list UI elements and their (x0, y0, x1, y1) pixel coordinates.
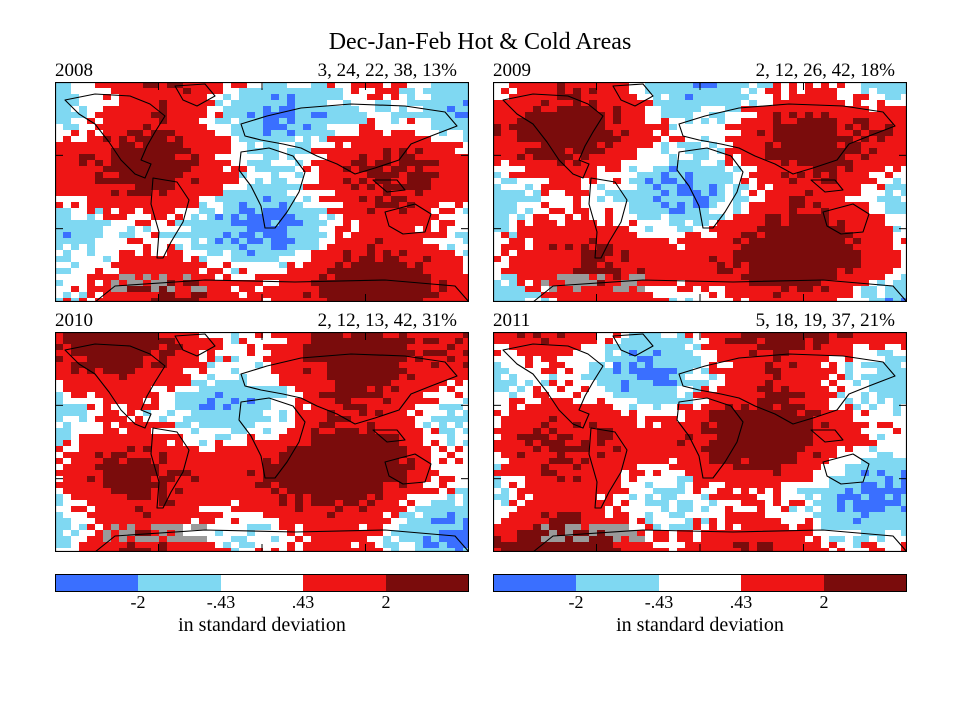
scale-tick: 2 (819, 592, 829, 612)
scale-swatch-warm (741, 575, 824, 591)
scale-swatch-very-warm (385, 575, 469, 591)
panel-percentages: 3, 24, 22, 38, 13% (317, 60, 457, 81)
panel-percentages: 2, 12, 13, 42, 31% (317, 310, 457, 331)
scale-swatch-normal (220, 575, 304, 591)
figure-title: Dec-Jan-Feb Hot & Cold Areas (328, 29, 632, 55)
scale-swatch-very-cold (56, 575, 139, 591)
panel-year: 2008 (55, 60, 93, 81)
scale-swatch-very-warm (823, 575, 907, 591)
scale-swatch-cold (138, 575, 221, 591)
color-scale-right: -2 -.43 .43 2 in standard deviation (493, 574, 907, 636)
panel-percentages: 5, 18, 19, 37, 21% (755, 310, 895, 331)
panel-year: 2010 (55, 310, 93, 331)
scale-tick: 2 (381, 592, 391, 612)
map-panel-2011: 2011 5, 18, 19, 37, 21% (493, 310, 907, 552)
color-scale-bar (493, 574, 907, 592)
scale-tick: .43 (291, 592, 315, 612)
scale-swatch-warm (303, 575, 386, 591)
panel-header: 2011 5, 18, 19, 37, 21% (493, 310, 907, 332)
map-panel-2008: 2008 3, 24, 22, 38, 13% (55, 60, 469, 302)
scale-tick: -.43 (206, 592, 236, 612)
color-scale-bar (55, 574, 469, 592)
scale-swatch-very-cold (494, 575, 577, 591)
anomaly-map (55, 82, 469, 302)
map-panel-2010: 2010 2, 12, 13, 42, 31% (55, 310, 469, 552)
color-scale-left: -2 -.43 .43 2 in standard deviation (55, 574, 469, 636)
scale-tick: -2 (130, 592, 146, 612)
anomaly-map (493, 332, 907, 552)
scale-unit-label: in standard deviation (616, 614, 784, 636)
panel-header: 2008 3, 24, 22, 38, 13% (55, 60, 469, 82)
scale-tick: .43 (729, 592, 753, 612)
panel-year: 2009 (493, 60, 531, 81)
panel-percentages: 2, 12, 26, 42, 18% (755, 60, 895, 81)
scale-swatch-cold (576, 575, 659, 591)
scale-unit-label: in standard deviation (178, 614, 346, 636)
map-panel-2009: 2009 2, 12, 26, 42, 18% (493, 60, 907, 302)
anomaly-map (55, 332, 469, 552)
panel-header: 2010 2, 12, 13, 42, 31% (55, 310, 469, 332)
panel-header: 2009 2, 12, 26, 42, 18% (493, 60, 907, 82)
scale-tick: -2 (568, 592, 584, 612)
anomaly-map (493, 82, 907, 302)
scale-swatch-normal (658, 575, 742, 591)
panel-year: 2011 (493, 310, 531, 331)
scale-tick: -.43 (644, 592, 674, 612)
